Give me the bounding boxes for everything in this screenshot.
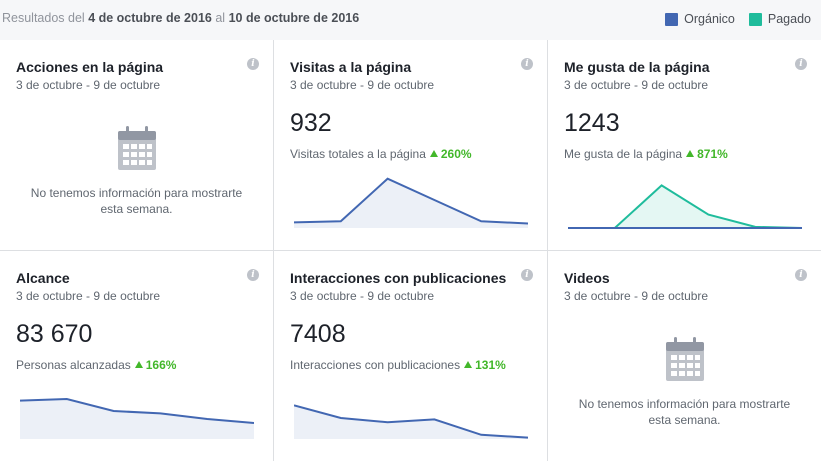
calendar-icon [665,337,704,381]
legend-swatch-organic [665,12,679,26]
card-date-range: 3 de octubre - 9 de octubre [290,289,435,303]
card-title: Visitas a la página [290,59,412,75]
sparkline-area-organic [294,178,528,228]
card-page-actions[interactable]: Acciones en la página 3 de octubre - 9 d… [0,40,274,251]
card-videos[interactable]: Videos 3 de octubre - 9 de octubre i No … [548,251,821,461]
card-date-range: 3 de octubre - 9 de octubre [564,289,709,303]
info-icon[interactable]: i [795,58,807,70]
change-badge: 260% [429,147,472,161]
metric-value: 932 [290,109,332,137]
sparkline-chart[interactable] [294,170,528,232]
card-title: Alcance [16,270,70,286]
metric-value: 1243 [564,109,620,137]
arrow-up-icon [429,150,438,157]
card-title: Interacciones con publicaciones [290,270,507,286]
change-badge: 871% [686,147,728,161]
card-date-range: 3 de octubre - 9 de octubre [16,78,161,92]
card-post-engagement[interactable]: Interacciones con publicaciones 3 de oct… [274,251,548,461]
results-header: Resultados del 4 de octubre de 2016 al 1… [0,0,821,40]
metric-value: 83 670 [16,320,93,348]
info-icon[interactable]: i [795,269,807,281]
legend: Orgánico Pagado [651,12,811,26]
arrow-up-icon [464,361,473,368]
sparkline-line-organic [294,404,528,439]
sparkline-line-organic [20,397,254,424]
card-title: Me gusta de la página [564,59,710,75]
legend-item-paid[interactable]: Pagado [748,12,811,26]
empty-message: No tenemos información para mostrarte es… [30,186,243,216]
sparkline-area-organic [294,405,528,439]
info-icon[interactable]: i [521,269,533,281]
results-date-to: 10 de octubre de 2016 [228,11,360,25]
change-badge: 166% [134,358,176,372]
metric-subtitle: Personas alcanzadas 166% [16,358,177,372]
empty-state: No tenemos información para mostrarte es… [548,336,821,428]
arrow-up-icon [686,150,695,157]
info-icon[interactable]: i [247,58,259,70]
insights-grid: Acciones en la página 3 de octubre - 9 d… [0,40,821,461]
arrow-up-icon [134,361,143,368]
results-range-text: Resultados del 4 de octubre de 2016 al 1… [2,11,360,25]
results-date-from: 4 de octubre de 2016 [88,11,212,25]
legend-swatch-paid [748,12,762,26]
card-page-likes[interactable]: Me gusta de la página 3 de octubre - 9 d… [548,40,821,251]
card-date-range: 3 de octubre - 9 de octubre [290,78,435,92]
sparkline-chart[interactable] [568,170,802,232]
empty-state: No tenemos información para mostrarte es… [0,125,273,217]
metric-subtitle: Visitas totales a la página 260% [290,147,472,161]
calendar-icon [117,126,156,170]
sparkline-chart[interactable] [294,381,528,443]
card-title: Videos [564,270,610,286]
metric-subtitle: Interacciones con publicaciones 131% [290,358,506,372]
card-title: Acciones en la página [16,59,164,75]
metric-subtitle: Me gusta de la página 871% [564,147,728,161]
sparkline-area-pagado [568,185,802,228]
sparkline-line-organic [294,177,528,225]
info-icon[interactable]: i [247,269,259,281]
metric-value: 7408 [290,320,346,348]
info-icon[interactable]: i [521,58,533,70]
legend-item-organic[interactable]: Orgánico [665,12,735,26]
sparkline-area-organic [20,399,254,439]
card-reach[interactable]: Alcance 3 de octubre - 9 de octubre i 83… [0,251,274,461]
card-date-range: 3 de octubre - 9 de octubre [564,78,709,92]
card-page-views[interactable]: Visitas a la página 3 de octubre - 9 de … [274,40,548,251]
change-badge: 131% [464,358,506,372]
card-date-range: 3 de octubre - 9 de octubre [16,289,161,303]
sparkline-chart[interactable] [20,381,254,443]
empty-message: No tenemos información para mostrarte es… [578,397,791,427]
